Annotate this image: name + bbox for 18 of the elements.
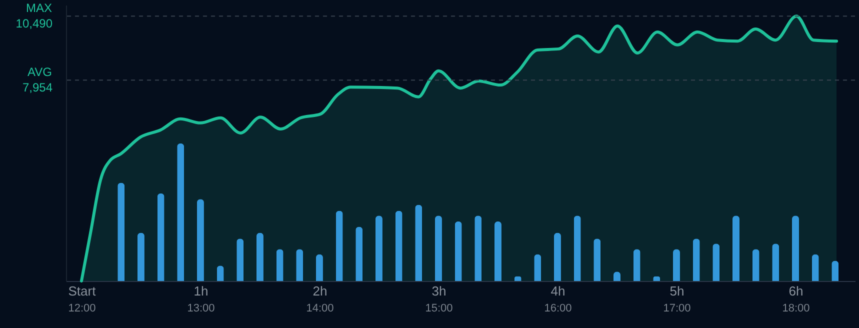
x2-tick-label: 5h [670, 284, 684, 298]
x-tick-label: 12:00 [68, 302, 96, 314]
x-tick-label: 18:00 [782, 302, 810, 314]
y-tick-label: 10,490 [16, 16, 53, 31]
x-tick-label: 14:00 [306, 302, 334, 314]
y-tick-label: 7,954 [22, 80, 53, 95]
x-tick-label: 16:00 [544, 302, 572, 314]
x-tick-label: 13:00 [187, 302, 215, 314]
x2-tick-label: 1h [194, 284, 208, 298]
ref-line-label: AVG [28, 65, 52, 80]
x2-tick-label: 2h [312, 284, 328, 298]
x2-tick-label: 6h [788, 284, 804, 298]
x2-tick-label: 3h [432, 284, 446, 298]
x-tick-label: 17:00 [663, 302, 691, 314]
x2-tick-label: 4h [550, 284, 566, 298]
ref-line-label: MAX [26, 1, 52, 16]
x2-tick-label: Start [68, 284, 96, 298]
x-tick-label: 15:00 [425, 302, 453, 314]
